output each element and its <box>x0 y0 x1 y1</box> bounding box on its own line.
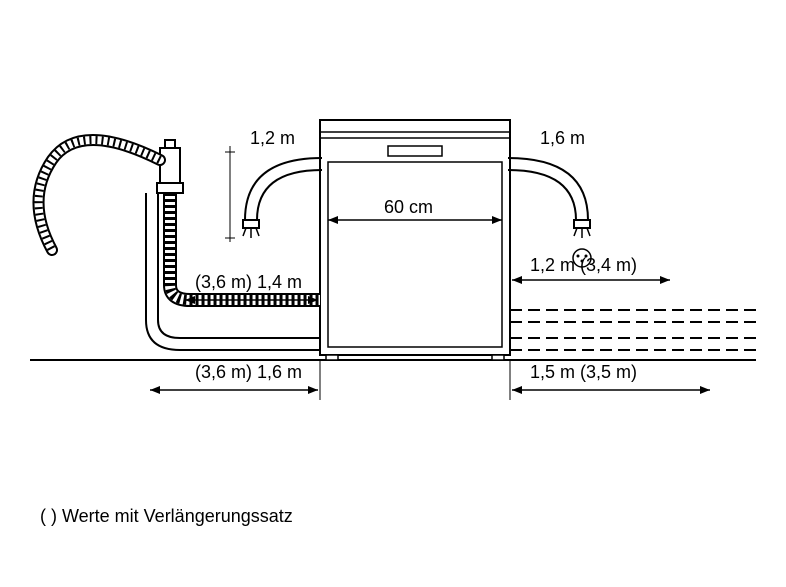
label-width: 60 cm <box>384 197 433 218</box>
label-left-hose: 1,2 m <box>250 128 295 149</box>
right-power-cord <box>508 158 591 267</box>
label-left-middle: (3,6 m) 1,4 m <box>195 272 302 293</box>
right-dim-middle <box>512 276 670 284</box>
diagram-svg <box>30 100 756 480</box>
drain-hose-assembly <box>39 140 321 350</box>
label-right-bottom: 1,5 m (3,5 m) <box>530 362 637 383</box>
right-cables <box>510 310 756 350</box>
label-left-bottom: (3,6 m) 1,6 m <box>195 362 302 383</box>
footnote: ( ) Werte mit Verlängerungssatz <box>40 506 293 527</box>
label-right-cord: 1,6 m <box>540 128 585 149</box>
installation-diagram: 1,2 m 1,6 m 60 cm (3,6 m) 1,4 m (3,6 m) … <box>30 100 756 480</box>
appliance <box>320 120 510 360</box>
label-right-middle: 1,2 m (3,4 m) <box>530 255 637 276</box>
left-inlet-hose <box>225 146 322 242</box>
